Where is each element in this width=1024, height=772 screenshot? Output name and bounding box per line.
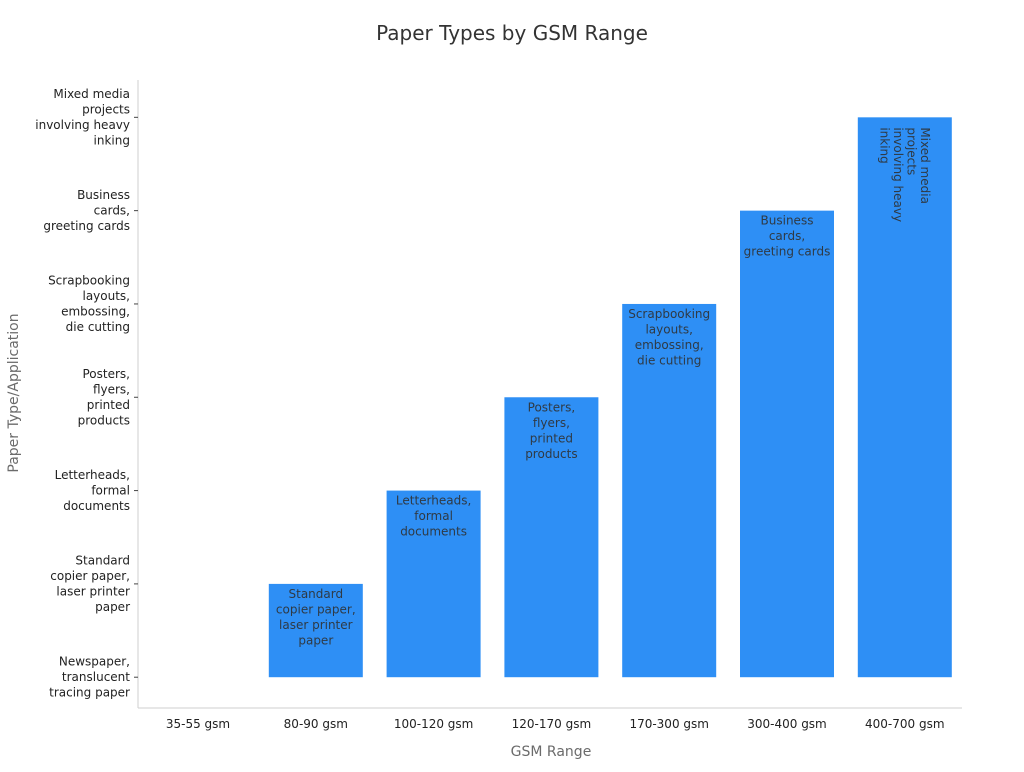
data-label: laser printer [279,618,353,632]
data-label: copier paper, [276,602,356,616]
chart-title: Paper Types by GSM Range [376,21,648,45]
x-tick-label: 120-170 gsm [512,717,592,731]
y-tick-label: Newspaper, [59,655,130,669]
x-tick-label: 35-55 gsm [166,717,230,731]
bar [740,210,834,678]
bar [622,303,717,678]
data-label: inking [878,127,892,163]
data-label: products [525,447,577,461]
y-tick-label: die cutting [66,320,130,334]
y-tick-label: Mixed media [53,87,130,101]
y-tick-label: greeting cards [43,219,130,233]
y-tick-label: flyers, [93,383,130,397]
y-ticks-group: Newspaper,translucent tracing paper Standa… [35,87,138,700]
y-tick-label: cards, [94,204,130,218]
data-label: documents [400,525,467,539]
x-tick-label: 170-300 gsm [629,717,709,731]
y-tick-label: copier paper, [50,569,130,583]
y-tick-label: Posters, [83,367,131,381]
y-tick-label: paper [95,600,130,614]
x-tick-label: 80-90 gsm [284,717,348,731]
y-tick-label: products [78,414,130,428]
data-label: projects [905,127,919,175]
data-label: layouts, [645,322,693,336]
bar [268,583,363,678]
data-label: embossing, [635,338,704,352]
y-tick-label: Standard [75,554,130,568]
y-tick-label: Letterheads, [55,468,130,482]
y-tick-label: documents [63,499,130,513]
bar [857,117,952,678]
y-tick-label: Scrapbooking [48,274,130,288]
x-tick-label: 100-120 gsm [394,717,474,731]
y-tick-label: formal [91,484,130,498]
y-tick-label: inking [94,134,130,148]
y-tick-label: layouts, [82,289,130,303]
data-label: printed [530,431,573,445]
data-label: formal [414,509,453,523]
data-label: Posters, [528,400,576,414]
data-label: Standard [289,587,344,601]
y-tick-label: tracing paper [49,686,130,700]
data-label: Letterheads, [396,494,471,508]
x-tick-label: 300-400 gsm [747,717,827,731]
y-tick-label: translucent [62,670,130,684]
data-label: flyers, [533,416,570,430]
y-tick-label: Business [77,188,130,202]
data-label: paper [298,633,333,647]
data-label: greeting cards [744,245,831,259]
data-label: Scrapbooking [628,307,710,321]
data-label: Mixed media [918,127,932,204]
x-ticks-group: 35-55 gsm 80-90 gsm 100-120 gsm 120-170 gsm… [166,717,945,731]
x-tick-label: 400-700 gsm [865,717,945,731]
y-tick-label: laser printer [56,585,130,599]
y-tick-label: projects [82,103,130,117]
bar [386,490,481,678]
y-tick-label: printed [87,398,130,412]
y-tick-label: involving heavy [35,118,130,132]
bar [504,397,599,678]
y-axis-title: Paper Type/Application [6,313,22,472]
data-label: Business [761,214,814,228]
y-tick-label: embossing, [61,305,130,319]
data-label: die cutting [637,353,701,367]
data-label: cards, [769,229,805,243]
x-axis-title: GSM Range [511,744,592,760]
data-label: involving heavy [891,127,905,222]
